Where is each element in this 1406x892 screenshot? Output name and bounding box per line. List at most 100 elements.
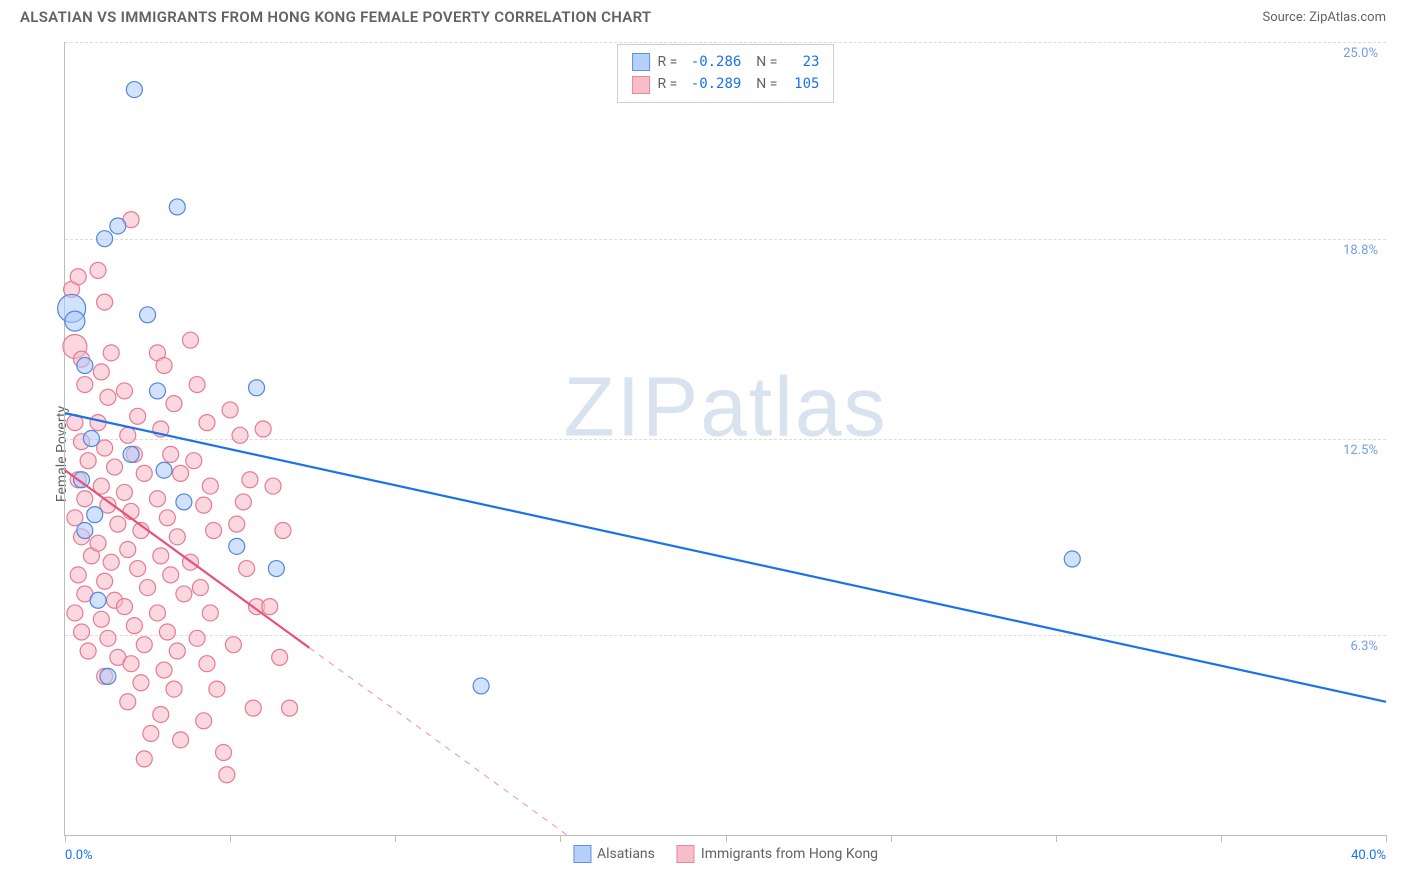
data-point bbox=[196, 713, 212, 729]
data-point bbox=[268, 561, 284, 577]
data-point bbox=[123, 656, 139, 672]
data-point bbox=[126, 82, 142, 98]
data-point bbox=[262, 599, 278, 615]
data-point bbox=[77, 358, 93, 374]
data-point bbox=[136, 465, 152, 481]
data-point bbox=[110, 516, 126, 532]
chart-title: ALSATIAN VS IMMIGRANTS FROM HONG KONG FE… bbox=[20, 8, 651, 26]
data-point bbox=[97, 231, 113, 247]
data-point bbox=[153, 706, 169, 722]
bottom-legend: Alsatians Immigrants from Hong Kong bbox=[573, 845, 878, 863]
data-point bbox=[272, 649, 288, 665]
legend-item-blue: Alsatians bbox=[573, 845, 655, 863]
data-point bbox=[173, 465, 189, 481]
data-point bbox=[156, 662, 172, 678]
data-point bbox=[192, 580, 208, 596]
data-point bbox=[140, 580, 156, 596]
legend-item-pink: Immigrants from Hong Kong bbox=[677, 845, 878, 863]
data-point bbox=[156, 462, 172, 478]
data-point bbox=[65, 311, 85, 331]
data-point bbox=[202, 478, 218, 494]
data-point bbox=[100, 389, 116, 405]
data-point bbox=[126, 618, 142, 634]
data-point bbox=[222, 402, 238, 418]
data-point bbox=[136, 751, 152, 767]
data-point bbox=[116, 484, 132, 500]
data-point bbox=[169, 529, 185, 545]
data-point bbox=[239, 561, 255, 577]
data-point bbox=[149, 605, 165, 621]
data-point bbox=[130, 561, 146, 577]
data-point bbox=[182, 332, 198, 348]
data-point bbox=[116, 599, 132, 615]
data-point bbox=[163, 446, 179, 462]
data-point bbox=[219, 767, 235, 783]
data-point bbox=[242, 472, 258, 488]
data-point bbox=[100, 668, 116, 684]
data-point bbox=[159, 510, 175, 526]
data-point bbox=[275, 522, 291, 538]
data-point bbox=[93, 611, 109, 627]
data-point bbox=[67, 605, 83, 621]
trend-line bbox=[65, 413, 1386, 702]
data-point bbox=[156, 358, 172, 374]
data-point bbox=[120, 542, 136, 558]
correlation-row: R = -0.286 N = 23 bbox=[632, 51, 820, 73]
data-point bbox=[196, 497, 212, 513]
data-point bbox=[173, 732, 189, 748]
data-point bbox=[83, 431, 99, 447]
data-point bbox=[149, 383, 165, 399]
swatch-pink bbox=[632, 76, 650, 94]
data-point bbox=[189, 377, 205, 393]
data-point bbox=[245, 700, 261, 716]
x-tick bbox=[891, 835, 892, 842]
data-point bbox=[93, 364, 109, 380]
data-point bbox=[70, 269, 86, 285]
n-label: N = bbox=[749, 73, 777, 95]
data-point bbox=[140, 307, 156, 323]
n-value-pink: 105 bbox=[785, 73, 819, 95]
x-tick bbox=[395, 835, 396, 842]
data-point bbox=[110, 218, 126, 234]
data-point bbox=[107, 459, 123, 475]
data-point bbox=[229, 516, 245, 532]
data-point bbox=[209, 681, 225, 697]
r-label: R = bbox=[658, 51, 678, 73]
data-point bbox=[232, 427, 248, 443]
data-point bbox=[77, 491, 93, 507]
data-point bbox=[216, 745, 232, 761]
n-label: N = bbox=[749, 51, 777, 73]
data-point bbox=[176, 586, 192, 602]
data-point bbox=[169, 643, 185, 659]
data-point bbox=[265, 478, 281, 494]
data-point bbox=[87, 507, 103, 523]
data-point bbox=[90, 535, 106, 551]
n-value-blue: 23 bbox=[785, 51, 819, 73]
legend-label-blue: Alsatians bbox=[597, 846, 655, 862]
data-point bbox=[80, 643, 96, 659]
data-point bbox=[176, 494, 192, 510]
data-point bbox=[80, 453, 96, 469]
data-point bbox=[149, 491, 165, 507]
data-point bbox=[130, 408, 146, 424]
data-point bbox=[100, 630, 116, 646]
source-attribution: Source: ZipAtlas.com bbox=[1262, 10, 1386, 25]
x-tick bbox=[230, 835, 231, 842]
data-point bbox=[103, 345, 119, 361]
swatch-pink bbox=[677, 845, 695, 863]
x-tick bbox=[1221, 835, 1222, 842]
data-point bbox=[166, 396, 182, 412]
x-tick bbox=[65, 835, 66, 842]
swatch-blue bbox=[632, 53, 650, 71]
data-point bbox=[235, 494, 251, 510]
x-tick bbox=[1386, 835, 1387, 842]
data-point bbox=[153, 548, 169, 564]
trend-line-dashed bbox=[309, 648, 567, 835]
data-point bbox=[103, 554, 119, 570]
data-point bbox=[199, 415, 215, 431]
data-point bbox=[255, 421, 271, 437]
legend-label-pink: Immigrants from Hong Kong bbox=[701, 846, 878, 862]
data-point bbox=[249, 380, 265, 396]
x-max-label: 40.0% bbox=[1351, 848, 1386, 863]
chart-container: Female Poverty R = -0.286 N = 23 R = -0.… bbox=[20, 36, 1386, 872]
